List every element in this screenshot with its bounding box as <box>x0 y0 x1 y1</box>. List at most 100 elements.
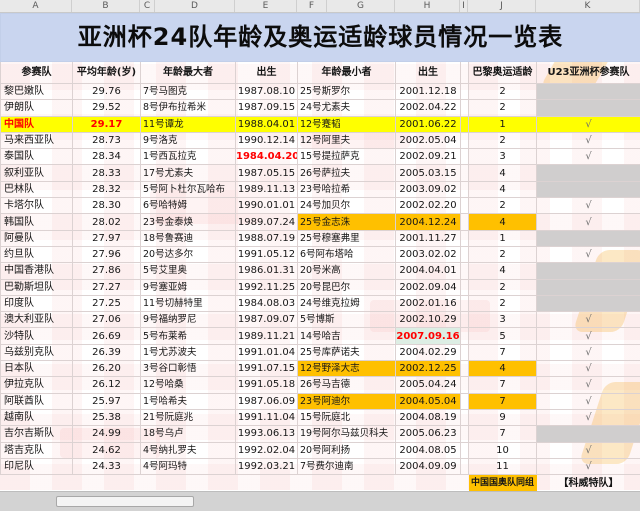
oldest-player-cell[interactable]: 18号鲁赛迪 <box>140 229 236 247</box>
avg-age-cell[interactable]: 28.02 <box>72 213 141 231</box>
spacer-cell[interactable] <box>460 164 469 182</box>
paris-eligible-count-cell[interactable]: 1 <box>468 115 537 133</box>
youngest-birthdate-cell[interactable]: 2003.02.02 <box>395 245 461 264</box>
youngest-player-cell[interactable]: 15号提拉萨克 <box>297 148 396 166</box>
youngest-player-cell[interactable]: 24号加贝尔 <box>297 197 396 215</box>
team-cell[interactable]: 中国队 <box>0 115 73 133</box>
spacer-cell[interactable] <box>460 99 469 117</box>
oldest-player-cell[interactable]: 12号哈桑 <box>140 376 236 394</box>
u23-participation-cell[interactable] <box>536 294 640 313</box>
team-cell[interactable]: 中国香港队 <box>0 262 73 280</box>
youngest-birthdate-cell[interactable]: 2001.06.22 <box>395 115 461 133</box>
spacer-cell[interactable] <box>460 408 469 427</box>
oldest-player-cell[interactable]: 7号马图克 <box>140 82 236 101</box>
youngest-birthdate-cell[interactable]: 2002.01.16 <box>395 294 461 313</box>
oldest-birthdate-cell[interactable]: 1984.04.20 <box>235 148 298 166</box>
team-cell[interactable]: 塔吉克队 <box>0 441 73 459</box>
oldest-birthdate-cell[interactable]: 1988.04.01 <box>235 115 298 133</box>
u23-participation-cell[interactable] <box>536 82 640 101</box>
team-cell[interactable]: 马来西亚队 <box>0 131 73 150</box>
avg-age-cell[interactable]: 27.06 <box>72 311 141 329</box>
youngest-birthdate-cell[interactable]: 2005.04.24 <box>395 376 461 394</box>
youngest-player-cell[interactable]: 12号野泽大志 <box>297 360 396 378</box>
oldest-player-cell[interactable]: 11号切赫特里 <box>140 294 236 313</box>
team-cell[interactable]: 吉尔吉斯队 <box>0 425 73 443</box>
footer-kuwait-note[interactable]: 【科威特队】 <box>558 477 619 489</box>
avg-age-cell[interactable]: 29.52 <box>72 99 141 117</box>
team-cell[interactable]: 黎巴嫩队 <box>0 82 73 101</box>
spacer-cell[interactable] <box>460 229 469 247</box>
oldest-birthdate-cell[interactable]: 1990.12.14 <box>235 131 298 150</box>
header-u23[interactable]: U23亚洲杯参赛队 <box>536 61 640 84</box>
avg-age-cell[interactable]: 29.76 <box>72 82 141 101</box>
spacer-cell[interactable] <box>460 245 469 264</box>
avg-age-cell[interactable]: 27.86 <box>72 262 141 280</box>
youngest-birthdate-cell[interactable]: 2002.04.22 <box>395 99 461 117</box>
page-title[interactable]: 亚洲杯24队年龄及奥运适龄球员情况一览表 <box>0 13 640 62</box>
team-cell[interactable]: 印度队 <box>0 294 73 313</box>
youngest-birthdate-cell[interactable]: 2002.05.04 <box>395 131 461 150</box>
youngest-birthdate-cell[interactable]: 2005.06.23 <box>395 425 461 443</box>
oldest-birthdate-cell[interactable]: 1991.11.04 <box>235 408 298 427</box>
youngest-player-cell[interactable]: 25号金志洙 <box>297 213 396 231</box>
oldest-player-cell[interactable]: 4号阿玛特 <box>140 457 236 476</box>
spacer-cell[interactable] <box>460 425 469 443</box>
paris-eligible-count-cell[interactable]: 11 <box>468 457 537 476</box>
oldest-birthdate-cell[interactable]: 1986.01.31 <box>235 262 298 280</box>
youngest-player-cell[interactable]: 6号阿布塔哈 <box>297 245 396 264</box>
youngest-birthdate-cell[interactable]: 2001.12.18 <box>395 82 461 101</box>
oldest-player-cell[interactable]: 11号谭龙 <box>140 115 236 133</box>
spacer-cell[interactable] <box>460 115 469 133</box>
header-youngest[interactable]: 年龄最小者 <box>297 61 396 84</box>
paris-eligible-count-cell[interactable]: 1 <box>468 229 537 247</box>
footer-group-note[interactable]: 中国国奥队同组 <box>468 474 537 492</box>
paris-eligible-count-cell[interactable]: 3 <box>468 148 537 166</box>
oldest-birthdate-cell[interactable]: 1991.05.12 <box>235 245 298 264</box>
youngest-player-cell[interactable]: 15号阮庭北 <box>297 408 396 427</box>
horizontal-scrollbar-thumb[interactable] <box>56 496 194 507</box>
u23-participation-cell[interactable] <box>536 425 640 443</box>
header-birth1[interactable]: 出生 <box>235 61 298 84</box>
youngest-birthdate-cell[interactable]: 2001.11.27 <box>395 229 461 247</box>
column-letter-K[interactable]: K <box>536 0 640 12</box>
oldest-birthdate-cell[interactable]: 1991.05.18 <box>235 376 298 394</box>
spacer-cell[interactable] <box>460 148 469 166</box>
oldest-birthdate-cell[interactable]: 1992.11.25 <box>235 278 298 296</box>
oldest-birthdate-cell[interactable]: 1988.07.19 <box>235 229 298 247</box>
oldest-player-cell[interactable]: 5号阿卜杜尔瓦哈布 <box>140 180 236 199</box>
paris-eligible-count-cell[interactable]: 4 <box>468 180 537 199</box>
team-cell[interactable]: 沙特队 <box>0 327 73 345</box>
header-spacer[interactable] <box>460 61 469 84</box>
team-cell[interactable]: 印尼队 <box>0 457 73 476</box>
u23-participation-cell[interactable]: √ <box>536 327 640 345</box>
paris-eligible-count-cell[interactable]: 7 <box>468 343 537 362</box>
oldest-player-cell[interactable]: 1号尤苏波夫 <box>140 343 236 362</box>
spacer-cell[interactable] <box>460 180 469 199</box>
oldest-player-cell[interactable]: 5号艾里奥 <box>140 262 236 280</box>
avg-age-cell[interactable]: 27.25 <box>72 294 141 313</box>
u23-participation-cell[interactable]: √ <box>536 213 640 231</box>
team-cell[interactable]: 巴勒斯坦队 <box>0 278 73 296</box>
youngest-birthdate-cell[interactable]: 2004.12.24 <box>395 213 461 231</box>
oldest-player-cell[interactable]: 21号阮庭兆 <box>140 408 236 427</box>
oldest-player-cell[interactable]: 8号伊布拉希米 <box>140 99 236 117</box>
u23-participation-cell[interactable]: √ <box>536 457 640 476</box>
column-letter-I[interactable]: I <box>460 0 468 12</box>
avg-age-cell[interactable]: 24.33 <box>72 457 141 476</box>
spacer-cell[interactable] <box>460 457 469 476</box>
team-cell[interactable]: 越南队 <box>0 408 73 427</box>
oldest-birthdate-cell[interactable]: 1987.09.07 <box>235 311 298 329</box>
youngest-birthdate-cell[interactable]: 2004.08.19 <box>395 408 461 427</box>
avg-age-cell[interactable]: 26.39 <box>72 343 141 362</box>
paris-eligible-count-cell[interactable]: 7 <box>468 376 537 394</box>
avg-age-cell[interactable]: 25.97 <box>72 392 141 410</box>
youngest-birthdate-cell[interactable]: 2002.12.25 <box>395 360 461 378</box>
paris-eligible-count-cell[interactable]: 7 <box>468 392 537 410</box>
oldest-birthdate-cell[interactable]: 1984.08.03 <box>235 294 298 313</box>
oldest-birthdate-cell[interactable]: 1987.05.15 <box>235 164 298 182</box>
u23-participation-cell[interactable]: √ <box>536 360 640 378</box>
oldest-player-cell[interactable]: 9号塞亚姆 <box>140 278 236 296</box>
u23-participation-cell[interactable]: √ <box>536 311 640 329</box>
youngest-player-cell[interactable]: 25号库萨诺夫 <box>297 343 396 362</box>
team-cell[interactable]: 伊拉克队 <box>0 376 73 394</box>
